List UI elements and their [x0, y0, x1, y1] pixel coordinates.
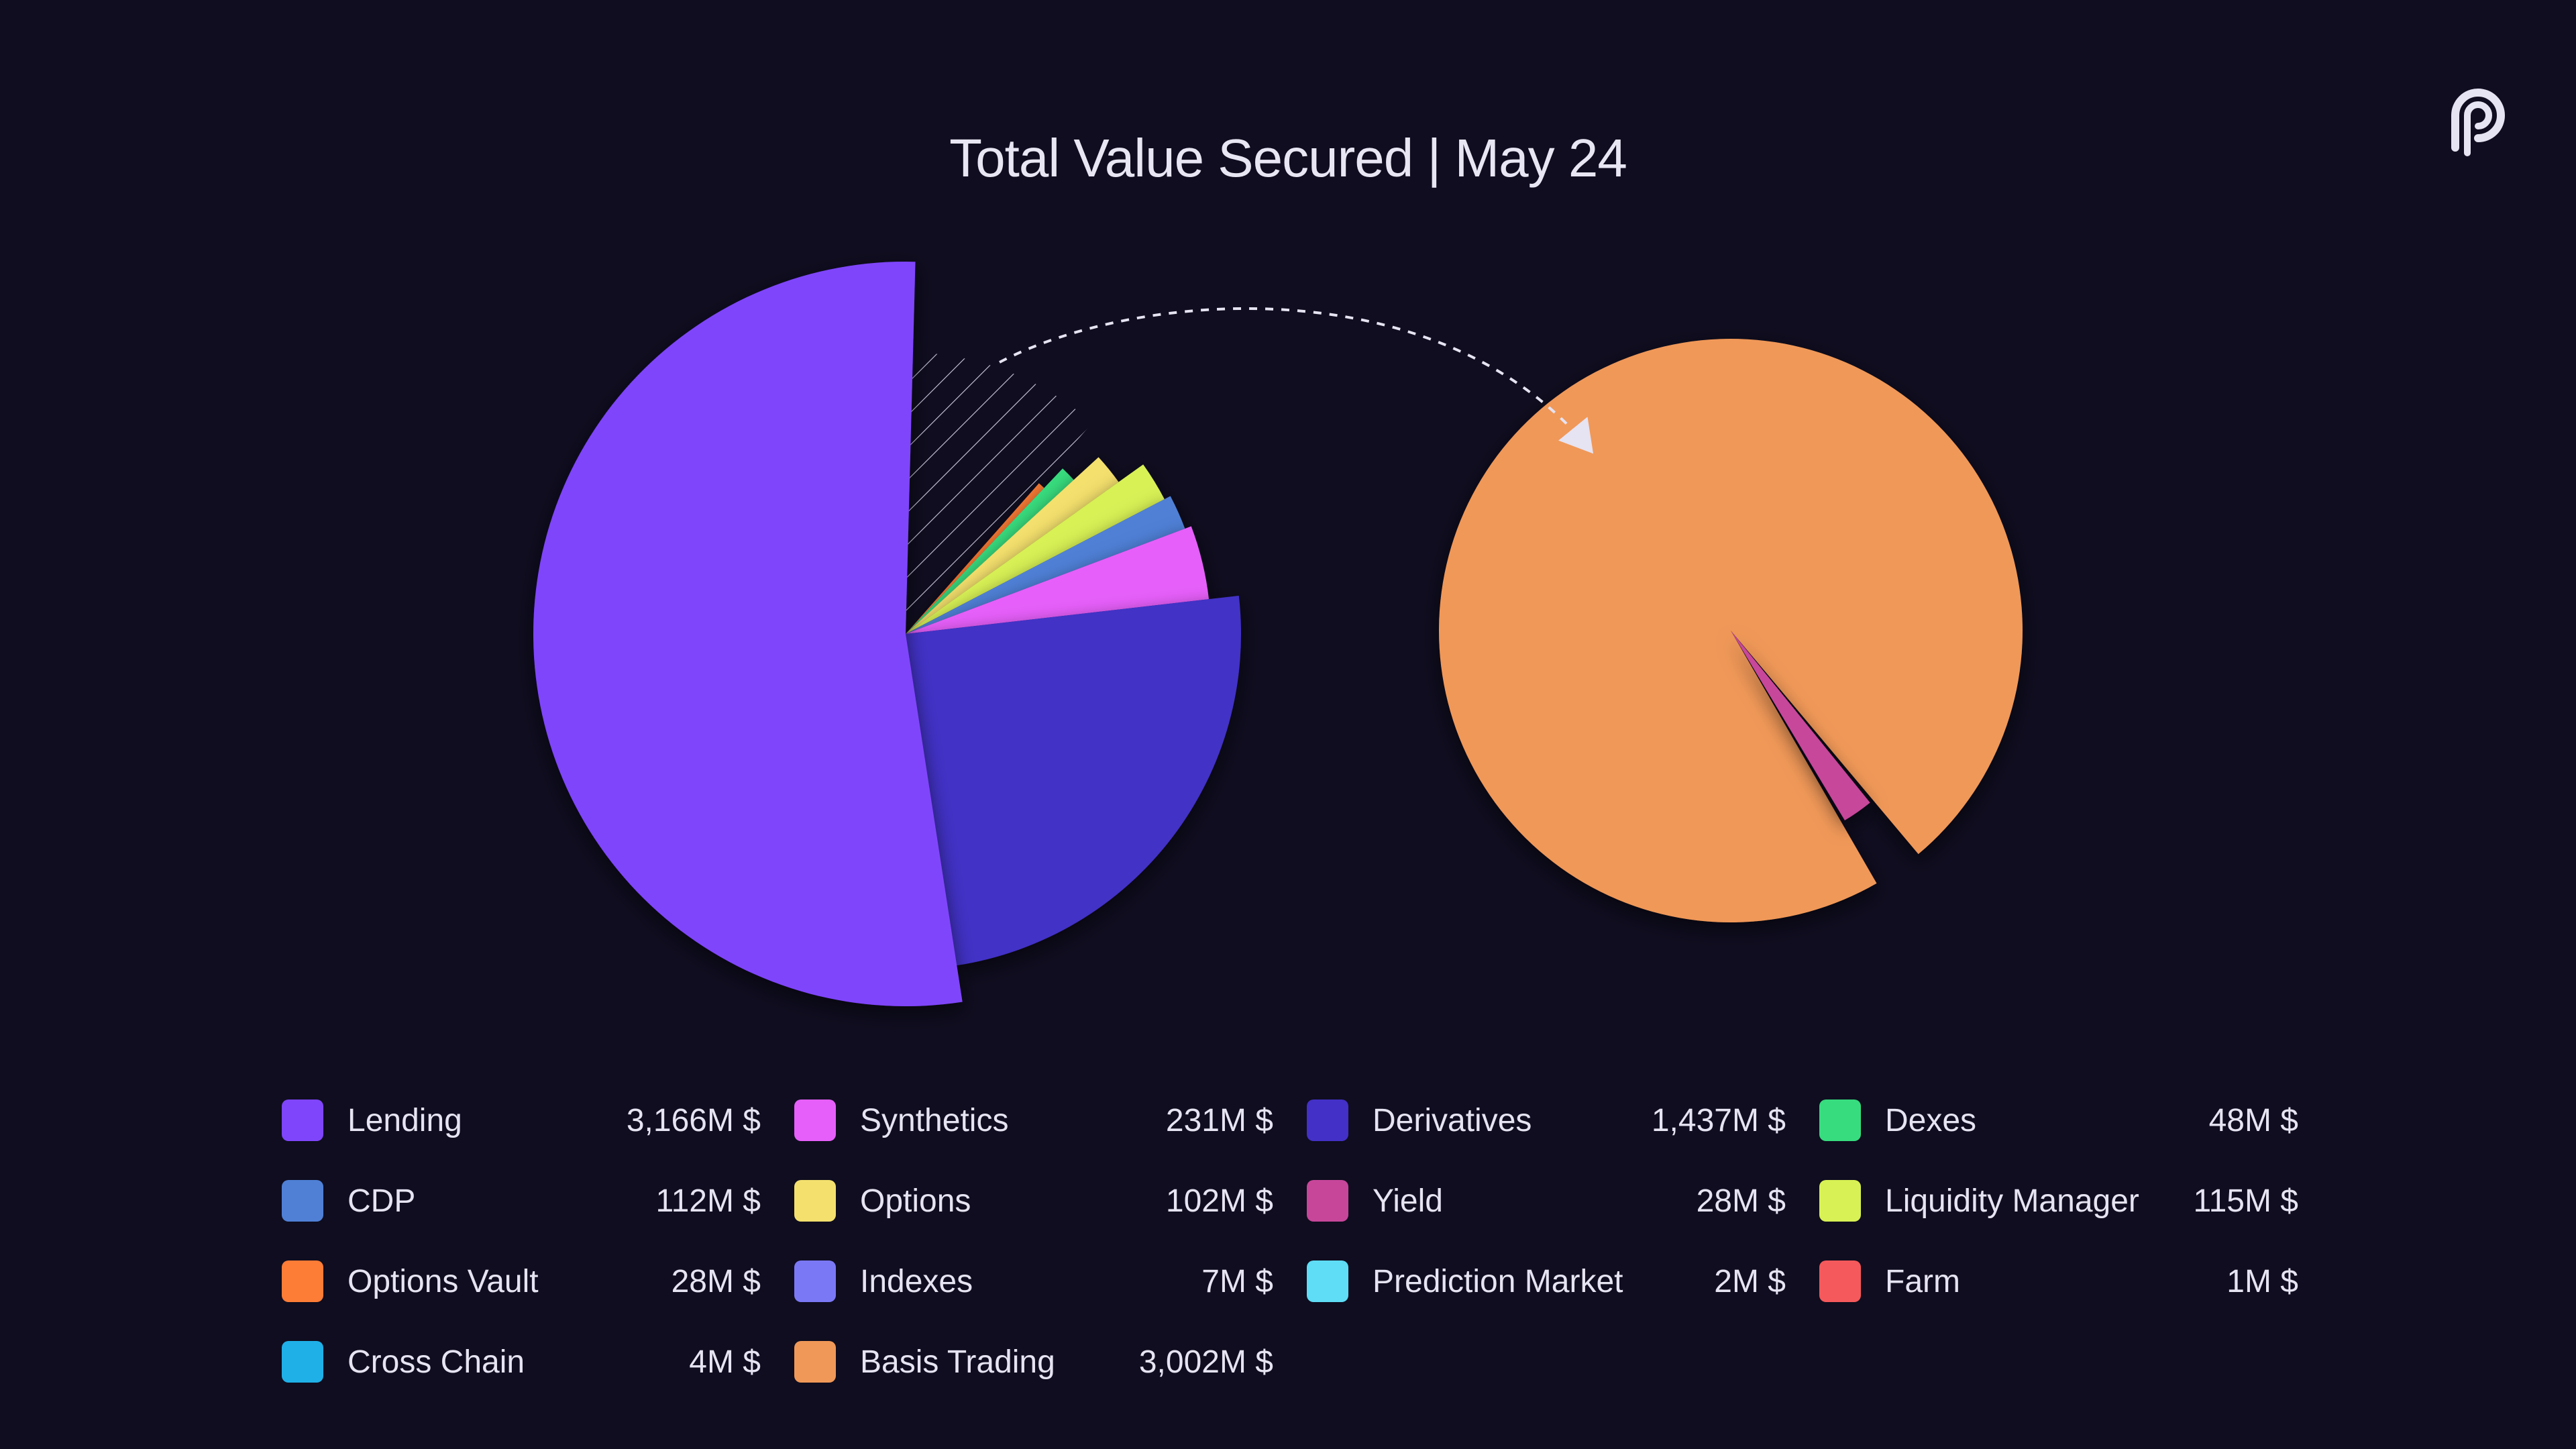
pie-slice-yield — [1731, 631, 1870, 820]
legend-swatch — [794, 1099, 836, 1141]
legend-label: Options — [860, 1183, 971, 1219]
legend-label: CDP — [347, 1183, 416, 1219]
legend-item: Derivatives 1,437M $ — [1307, 1080, 1786, 1161]
legend-value: 28M $ — [671, 1263, 761, 1299]
legend-swatch — [794, 1180, 836, 1222]
legend-value: 231M $ — [1165, 1102, 1273, 1138]
legend-swatch — [282, 1180, 323, 1222]
legend-value: 112M $ — [655, 1183, 761, 1219]
pie-slice-options-vault — [906, 483, 1044, 634]
pie-slice-cdp — [906, 496, 1185, 634]
legend-item: Options Vault 28M $ — [282, 1241, 761, 1322]
legend-label: Indexes — [860, 1263, 973, 1299]
legend-item: Cross Chain 4M $ — [282, 1322, 761, 1402]
legend-label: Synthetics — [860, 1102, 1009, 1138]
legend-item: CDP 112M $ — [282, 1161, 761, 1241]
legend-value: 102M $ — [1165, 1183, 1273, 1219]
legend-value: 3,166M $ — [626, 1102, 761, 1138]
legend-item: Dexes 48M $ — [1819, 1080, 2298, 1161]
legend-label: Cross Chain — [347, 1344, 525, 1380]
legend-item: Options 102M $ — [794, 1161, 1273, 1241]
legend-swatch — [1819, 1260, 1861, 1302]
legend-swatch — [282, 1341, 323, 1383]
legend-label: Basis Trading — [860, 1344, 1055, 1380]
legend: Lending 3,166M $ Synthetics 231M $ Derivativ… — [282, 1080, 2308, 1402]
legend-value: 1M $ — [2226, 1263, 2298, 1299]
legend-swatch — [1307, 1260, 1348, 1302]
legend-item: Lending 3,166M $ — [282, 1080, 761, 1161]
legend-label: Farm — [1885, 1263, 1960, 1299]
legend-label: Dexes — [1885, 1102, 1977, 1138]
legend-swatch — [794, 1260, 836, 1302]
legend-swatch — [1307, 1099, 1348, 1141]
legend-value: 7M $ — [1201, 1263, 1273, 1299]
pie-slice-basis-trading — [1438, 339, 2023, 923]
legend-label: Lending — [347, 1102, 462, 1138]
legend-label: Yield — [1373, 1183, 1443, 1219]
legend-label: Prediction Market — [1373, 1263, 1623, 1299]
legend-value: 28M $ — [1696, 1183, 1786, 1219]
legend-value: 1,437M $ — [1651, 1102, 1786, 1138]
legend-value: 48M $ — [2208, 1102, 2298, 1138]
legend-item: Synthetics 231M $ — [794, 1080, 1273, 1161]
legend-label: Liquidity Manager — [1885, 1183, 2139, 1219]
legend-value: 4M $ — [689, 1344, 761, 1380]
charts-area — [533, 261, 2023, 1006]
legend-item: Indexes 7M $ — [794, 1241, 1273, 1322]
pie-slice-lending — [533, 261, 963, 1006]
pie-slice-liquidity-manager — [906, 464, 1165, 634]
legend-label: Derivatives — [1373, 1102, 1532, 1138]
chart-title: Total Value Secured | May 24 — [949, 128, 1627, 188]
legend-swatch — [1307, 1180, 1348, 1222]
legend-item: Basis Trading 3,002M $ — [794, 1322, 1273, 1402]
legend-swatch — [1819, 1099, 1861, 1141]
legend-value: 115M $ — [2193, 1183, 2298, 1219]
pie-slice-synthetics — [906, 526, 1210, 634]
pie-slice-dexes — [906, 468, 1074, 634]
pie-slice-options — [906, 457, 1119, 634]
pie-slice-basis-trading-breakout — [906, 352, 1093, 634]
legend-label: Options Vault — [347, 1263, 539, 1299]
legend-item: Prediction Market 2M $ — [1307, 1241, 1786, 1322]
breakout-pie — [1438, 339, 2023, 923]
legend-swatch — [794, 1341, 836, 1383]
legend-swatch — [1819, 1180, 1861, 1222]
pyth-logo-icon — [2451, 89, 2505, 156]
legend-swatch — [282, 1260, 323, 1302]
legend-value: 3,002M $ — [1138, 1344, 1273, 1380]
legend-item: Yield 28M $ — [1307, 1161, 1786, 1241]
legend-item: Farm 1M $ — [1819, 1241, 2298, 1322]
legend-item: Liquidity Manager 115M $ — [1819, 1161, 2298, 1241]
connector-arrow — [999, 307, 1594, 454]
legend-swatch — [282, 1099, 323, 1141]
legend-value: 2M $ — [1714, 1263, 1786, 1299]
pie-slice-derivatives — [906, 595, 1242, 966]
main-pie — [533, 261, 1242, 1006]
